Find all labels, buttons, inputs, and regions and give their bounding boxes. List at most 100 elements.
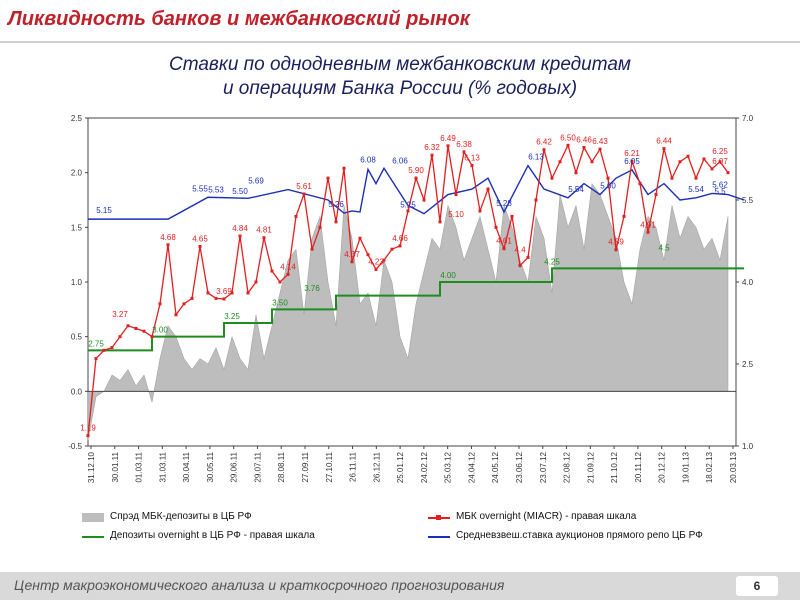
data-label: 5.15 [96,206,112,215]
data-label: 5.69 [248,177,264,186]
right-tick-label: 7.0 [742,114,754,123]
miacr-point [262,236,266,240]
data-label: 5.54 [568,185,584,194]
data-label: 3.76 [304,284,320,293]
data-label: 6.32 [424,143,440,152]
right-tick-label: 1.0 [742,442,754,451]
miacr-point [726,171,730,175]
miacr-point [150,335,154,339]
miacr-point [310,247,314,251]
data-label: 6.25 [712,147,728,156]
header-title: Ликвидность банков и межбанковский рынок [8,8,470,30]
data-label: 4.4 [514,245,526,254]
miacr-point [198,244,202,248]
data-label: 5.28 [496,199,512,208]
miacr-point [590,160,594,164]
miacr-point [94,357,98,361]
data-label: 4.23 [368,257,384,266]
miacr-point [110,346,114,350]
miacr-point [510,214,514,218]
miacr-point [486,187,490,191]
miacr-point [142,329,146,333]
miacr-point [134,326,138,330]
left-tick-label: 2.5 [71,114,83,123]
x-tick-label: 23.07.12 [539,451,548,483]
miacr-point [526,255,530,259]
miacr-point [230,291,234,295]
miacr-point [534,198,538,202]
left-tick-label: 0.0 [71,387,83,396]
data-label: 6.44 [656,137,672,146]
x-tick-label: 24.04.12 [467,451,476,483]
footer-bar: Центр макроэкономического анализа и крат… [0,572,800,600]
data-label: 4.65 [192,234,208,243]
x-tick-label: 21.09.12 [586,451,595,483]
data-label: 5.54 [688,185,704,194]
legend-spread: Спрэд МБК-депозиты в ЦБ РФ [82,511,252,522]
data-label: 5.50 [232,187,248,196]
left-tick-label: 1.0 [71,278,83,287]
miacr-point [158,302,162,306]
miacr-point [326,176,330,180]
data-label: 6.43 [592,137,608,146]
miacr-point [622,214,626,218]
miacr-point [238,234,242,238]
miacr-point [174,313,178,317]
data-label: 3.27 [112,310,128,319]
miacr-point [614,248,618,252]
miacr-point [366,253,370,257]
right-tick-label: 4.0 [742,278,754,287]
data-label: 6.38 [456,140,472,149]
miacr-point [246,291,250,295]
miacr-point [118,335,122,339]
legend-deposits-swatch [82,536,104,538]
legend-deposits: Депозиты overnight в ЦБ РФ - правая шкал… [82,530,315,541]
miacr-point [406,209,410,213]
miacr-point [350,260,354,264]
left-tick-label: 0.5 [71,333,83,342]
legend-miacr-marker [436,515,441,520]
miacr-point [598,147,602,151]
legend-repo: Средневзвеш.ставка аукционов прямого реп… [428,530,703,541]
header-divider [0,41,800,43]
data-label: 4.81 [256,226,272,235]
x-tick-label: 24.05.12 [491,451,500,483]
miacr-point [518,264,522,268]
x-tick-label: 20.12.12 [658,451,667,483]
data-label: 3.50 [272,298,288,307]
miacr-point [438,220,442,224]
x-tick-label: 25.03.12 [444,451,453,483]
right-tick-label: 5.5 [742,196,754,205]
page-number: 6 [736,576,778,596]
miacr-point [270,269,274,273]
x-tick-label: 29.06.11 [230,451,239,482]
x-tick-label: 30.04.11 [182,451,191,482]
legend-spread-swatch [82,513,104,522]
x-tick-label: 21.10.12 [610,451,619,483]
data-label: 6.21 [624,149,640,158]
legend-deposits-label: Депозиты overnight в ЦБ РФ - правая шкал… [110,530,315,541]
spread-area [87,182,729,441]
data-label: 6.50 [560,133,576,142]
miacr-point [382,258,386,262]
legend-repo-label: Средневзвеш.ставка аукционов прямого реп… [456,530,703,541]
miacr-point [470,164,474,168]
x-tick-label: 20.03.13 [729,451,738,483]
miacr-point [550,176,554,180]
data-label: 4.68 [160,233,176,242]
data-label: 4.59 [608,238,624,247]
miacr-point [646,230,650,234]
data-label: 2.75 [88,339,104,348]
x-tick-label: 22.08.12 [563,451,572,483]
data-label: 4.61 [496,237,512,246]
miacr-point [710,167,714,171]
legend-spread-label: Спрэд МБК-депозиты в ЦБ РФ [110,511,252,522]
x-tick-label: 26.11.11 [349,451,358,482]
miacr-point [390,247,394,251]
data-label: 5.10 [448,210,464,219]
legend-miacr: МБК overnight (MIACR) - правая шкала [428,511,636,522]
miacr-point [574,171,578,175]
x-tick-label: 26.12.11 [372,451,381,482]
x-tick-label: 01.03.11 [135,451,144,482]
miacr-point [374,267,378,271]
